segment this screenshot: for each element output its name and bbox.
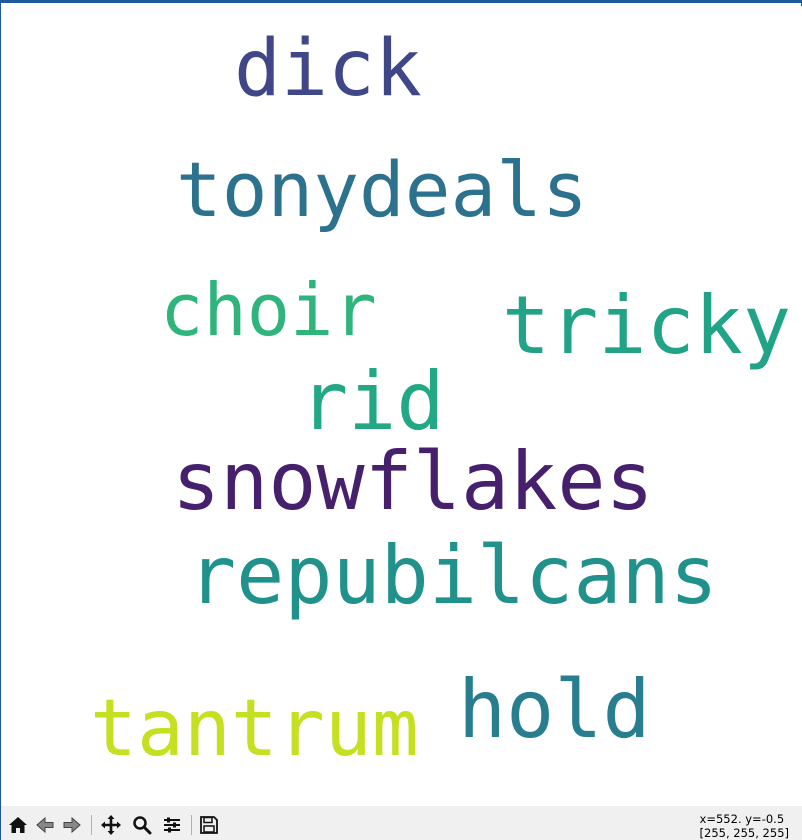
home-icon[interactable] <box>7 814 29 836</box>
word-tonydeals: tonydeals <box>176 145 588 234</box>
word-hold: hold <box>458 663 651 756</box>
word-snowflakes: snowflakes <box>172 435 654 528</box>
save-icon[interactable] <box>198 814 220 836</box>
word-tantrum: tantrum <box>90 684 419 774</box>
word-repubilcans: repubilcans <box>188 529 718 622</box>
subplots-config-icon[interactable] <box>161 814 183 836</box>
pixel-value: [255, 255, 255] <box>699 826 789 840</box>
word-choir: choir <box>160 268 377 352</box>
toolbar-separator <box>91 815 92 835</box>
toolbar-separator <box>191 815 192 835</box>
word-tricky: tricky <box>502 279 791 372</box>
wordcloud-canvas[interactable]: dick tonydeals choir tricky rid snowflak… <box>2 6 802 806</box>
zoom-icon[interactable] <box>131 814 153 836</box>
pan-icon[interactable] <box>100 814 122 836</box>
cursor-readout: x=552. y=-0.5 [255, 255, 255] <box>700 812 789 840</box>
forward-arrow-icon[interactable] <box>61 814 83 836</box>
cursor-coords: x=552. y=-0.5 <box>699 812 785 826</box>
word-rid: rid <box>300 355 445 448</box>
back-arrow-icon[interactable] <box>34 814 56 836</box>
word-dick: dick <box>234 24 422 114</box>
navigation-toolbar: x=552. y=-0.5 [255, 255, 255] <box>1 806 802 840</box>
